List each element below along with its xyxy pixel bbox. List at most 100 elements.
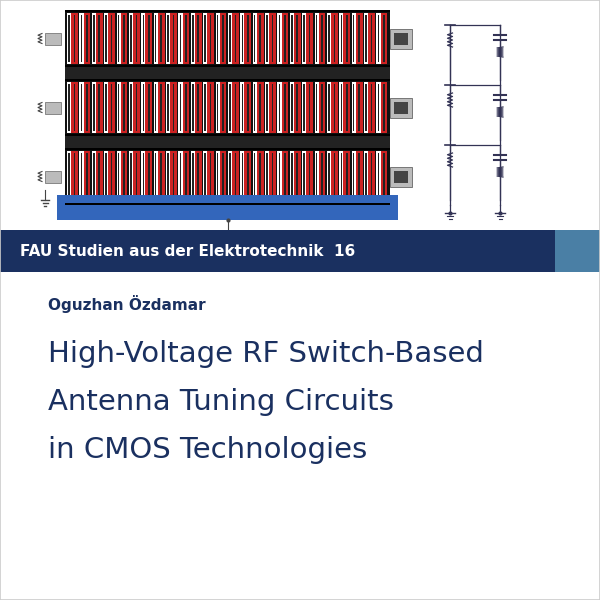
Bar	[83, 82, 90, 133]
Bar	[244, 13, 251, 64]
Bar	[192, 84, 194, 131]
Bar	[341, 15, 342, 62]
Bar	[166, 82, 170, 133]
Bar	[368, 13, 375, 64]
Bar	[118, 153, 119, 200]
Bar	[235, 15, 236, 62]
Bar	[334, 153, 335, 200]
Bar	[182, 151, 189, 202]
Bar	[278, 153, 280, 200]
Bar	[86, 84, 88, 131]
Bar	[68, 15, 70, 62]
Bar	[352, 151, 356, 202]
Bar	[123, 84, 125, 131]
Bar	[242, 15, 243, 62]
Bar	[96, 13, 103, 64]
Bar	[364, 82, 368, 133]
Bar	[247, 15, 248, 62]
Bar	[376, 151, 380, 202]
Bar	[111, 153, 112, 200]
Bar	[343, 13, 350, 64]
Bar	[93, 15, 95, 62]
Bar	[141, 13, 145, 64]
Bar	[291, 15, 293, 62]
Bar	[121, 82, 127, 133]
Bar	[191, 13, 195, 64]
Bar	[309, 84, 310, 131]
Bar	[327, 82, 331, 133]
Bar	[167, 15, 169, 62]
Bar	[121, 13, 127, 64]
Bar	[118, 15, 119, 62]
Bar	[272, 15, 274, 62]
Bar	[173, 153, 174, 200]
Bar	[281, 13, 288, 64]
Bar	[195, 151, 202, 202]
Bar	[170, 13, 177, 64]
Bar	[133, 151, 140, 202]
Bar	[207, 13, 214, 64]
Bar	[377, 153, 379, 200]
Bar	[294, 151, 301, 202]
Bar	[133, 82, 140, 133]
Bar	[365, 153, 367, 200]
Bar	[141, 82, 145, 133]
Bar	[383, 15, 385, 62]
Bar	[92, 151, 96, 202]
Bar	[93, 84, 95, 131]
Bar	[331, 82, 338, 133]
Bar	[555, 230, 600, 272]
Bar	[145, 82, 152, 133]
Bar	[207, 151, 214, 202]
Bar	[380, 82, 387, 133]
Bar	[376, 82, 380, 133]
Bar	[92, 82, 96, 133]
Bar	[341, 84, 342, 131]
Bar	[65, 67, 390, 79]
Bar	[356, 151, 362, 202]
Bar	[98, 15, 100, 62]
Bar	[80, 153, 82, 200]
Bar	[217, 153, 218, 200]
Bar	[346, 153, 347, 200]
Bar	[104, 13, 108, 64]
Bar	[309, 15, 310, 62]
Bar	[74, 153, 76, 200]
Bar	[68, 153, 70, 200]
Bar	[191, 151, 195, 202]
Bar	[192, 15, 194, 62]
Bar	[346, 84, 347, 131]
Bar	[334, 84, 335, 131]
Bar	[377, 84, 379, 131]
Bar	[173, 15, 174, 62]
Bar	[353, 153, 355, 200]
Bar	[111, 84, 112, 131]
Bar	[296, 153, 298, 200]
Bar	[108, 151, 115, 202]
Bar	[371, 153, 372, 200]
Bar	[74, 15, 76, 62]
Bar	[185, 84, 187, 131]
Bar	[259, 153, 261, 200]
Text: FAU Studien aus der Elektrotechnik  16: FAU Studien aus der Elektrotechnik 16	[20, 244, 355, 259]
Bar	[229, 153, 231, 200]
Bar	[346, 15, 347, 62]
Bar	[394, 101, 408, 113]
Bar	[222, 153, 224, 200]
Bar	[215, 13, 220, 64]
Bar	[203, 151, 207, 202]
Bar	[294, 82, 301, 133]
Bar	[321, 153, 323, 200]
Bar	[244, 151, 251, 202]
Bar	[314, 151, 319, 202]
Bar	[327, 13, 331, 64]
Bar	[290, 13, 294, 64]
Bar	[116, 13, 121, 64]
Bar	[104, 82, 108, 133]
Bar	[215, 82, 220, 133]
Bar	[377, 15, 379, 62]
Bar	[158, 82, 164, 133]
Bar	[129, 82, 133, 133]
Bar	[83, 151, 90, 202]
Bar	[68, 84, 70, 131]
